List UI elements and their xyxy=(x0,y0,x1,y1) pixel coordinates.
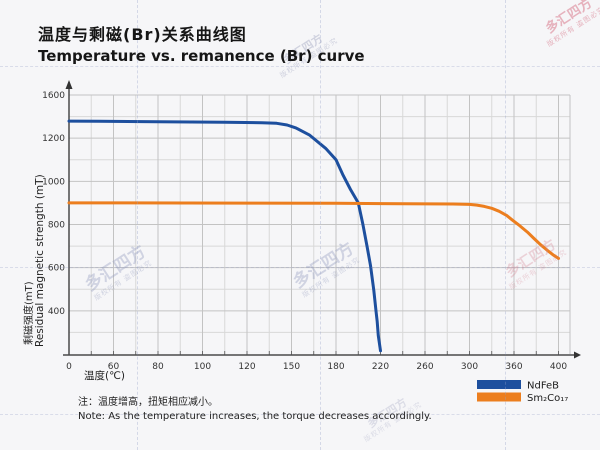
y-tick-labels: 400 600 800 1000 1200 1600 xyxy=(42,91,65,317)
legend-label: Sm₂Co₁₇ xyxy=(527,393,568,404)
x-tick-label: 150 xyxy=(283,362,300,372)
x-tick-label: 180 xyxy=(327,362,344,372)
legend-label: NdFeB xyxy=(527,381,559,392)
x-tick-label: 120 xyxy=(238,362,255,372)
x-tick-label: 400 xyxy=(550,362,567,372)
guide-line-horizontal xyxy=(0,66,600,67)
note-en: Note: As the temperature increases, the … xyxy=(78,411,432,422)
guide-line-horizontal xyxy=(0,267,600,268)
chart-title-en: Temperature vs. remanence (Br) curve xyxy=(38,47,365,65)
guide-line-vertical xyxy=(137,0,138,450)
guide-line-vertical xyxy=(505,0,506,450)
y-axis-arrow xyxy=(65,80,73,89)
y-tick-label: 1200 xyxy=(42,134,65,144)
x-tick-label: 100 xyxy=(194,362,211,372)
note: 注：温度增高，扭矩相应减小。 Note: As the temperature … xyxy=(78,393,432,422)
series-ndfeb xyxy=(67,119,382,353)
guide-line-horizontal xyxy=(0,414,600,415)
x-axis-label: 温度(℃) xyxy=(84,370,125,382)
y-tick-label: 600 xyxy=(48,264,65,274)
x-tick-labels: 0 60 80 100 120 150 180 220 260 300 360 400 xyxy=(66,362,567,372)
y-tick-label: 800 xyxy=(48,221,65,231)
y-tick-label: 1000 xyxy=(42,177,65,187)
note-zh: 注：温度增高，扭矩相应减小。 xyxy=(78,397,218,408)
x-tick-label: 0 xyxy=(66,362,72,372)
y-tick-label: 400 xyxy=(48,307,65,317)
y-axis-label-zh: 剩磁强度(mT) xyxy=(24,281,35,345)
y-axis-label-en: Residual magnetic strength (mT) xyxy=(34,174,46,347)
x-tick-label: 220 xyxy=(372,362,389,372)
series-smco xyxy=(67,201,560,260)
chart-title-zh: 温度与剩磁(Br)关系曲线图 xyxy=(38,25,247,44)
x-tick-label: 360 xyxy=(505,362,522,372)
legend-swatch xyxy=(477,380,521,389)
grid xyxy=(69,94,571,354)
x-tick-label: 300 xyxy=(461,362,478,372)
y-tick-label: 1600 xyxy=(42,91,65,101)
x-tick-label: 260 xyxy=(416,362,433,372)
x-tick-label: 80 xyxy=(152,362,164,372)
x-tick-label: 60 xyxy=(108,362,120,372)
chart-titles: 温度与剩磁(Br)关系曲线图 Temperature vs. remanence… xyxy=(38,27,365,64)
guide-line-vertical xyxy=(320,0,321,450)
axes xyxy=(63,80,581,359)
x-axis-arrow xyxy=(574,351,581,359)
legend-swatch xyxy=(477,392,521,402)
